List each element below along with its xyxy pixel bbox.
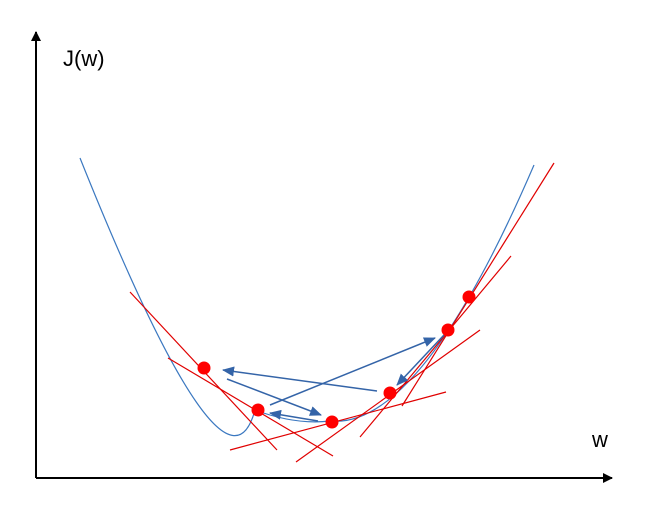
iterate-point bbox=[197, 361, 211, 375]
tangent-line bbox=[167, 357, 334, 457]
step-arrows bbox=[222, 334, 445, 422]
iterate-point bbox=[462, 290, 476, 304]
y-axis-label: J(w) bbox=[63, 46, 105, 71]
tangent-lines bbox=[129, 162, 555, 463]
iterate-point bbox=[383, 386, 397, 400]
iterate-point bbox=[441, 323, 455, 337]
step-arrow bbox=[226, 378, 322, 416]
tangent-line bbox=[401, 162, 555, 407]
x-axis-label: w bbox=[591, 427, 608, 452]
iterate-point bbox=[251, 403, 265, 417]
iterate-points bbox=[197, 290, 476, 429]
step-arrow bbox=[269, 337, 436, 406]
step-arrow bbox=[269, 409, 319, 422]
tangent-line bbox=[359, 255, 512, 438]
iterate-point bbox=[325, 415, 339, 429]
step-arrow bbox=[222, 366, 378, 392]
step-arrow bbox=[396, 334, 445, 386]
